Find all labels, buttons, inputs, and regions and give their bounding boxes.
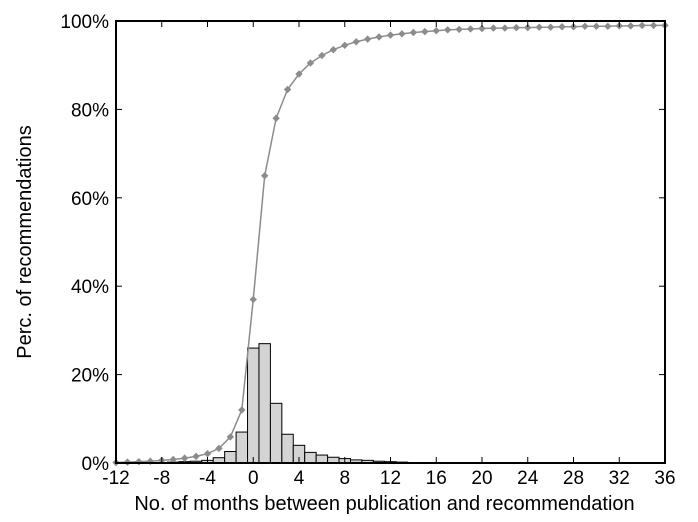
cumulative-point	[318, 51, 326, 60]
histogram-bar	[247, 347, 260, 464]
cumulative-point	[455, 25, 463, 34]
cumulative-point	[524, 23, 532, 32]
histogram-bar	[258, 343, 271, 464]
cumulative-point	[398, 30, 406, 38]
histogram-bar	[315, 454, 329, 464]
cumulative-point	[535, 23, 543, 31]
x-tick-label: 24	[517, 468, 539, 489]
cumulative-point	[238, 406, 246, 414]
cumulative-point	[329, 46, 338, 54]
cumulative-point	[443, 26, 452, 34]
histogram-bar	[224, 451, 237, 464]
histogram-bar	[269, 402, 283, 464]
cumulative-point	[192, 452, 200, 461]
cumulative-point	[352, 38, 360, 46]
x-tick-label: -12	[102, 468, 129, 489]
x-tick-label: 28	[563, 468, 584, 489]
x-axis-label: No. of months between publication and re…	[134, 493, 634, 515]
cumulative-point	[432, 27, 440, 35]
cumulative-point	[386, 31, 395, 39]
cumulative-point	[215, 444, 223, 453]
cumulative-point	[501, 24, 509, 32]
x-tick-label: -4	[199, 468, 216, 489]
cumulative-point	[581, 22, 589, 31]
cumulative-point	[421, 27, 429, 36]
histogram-bars	[121, 343, 420, 464]
cumulative-point	[306, 59, 315, 67]
cumulative-point	[169, 455, 177, 464]
histogram-bar	[304, 451, 317, 464]
x-tick-label: 32	[609, 468, 630, 489]
cumulative-point	[512, 23, 521, 32]
cumulative-point	[478, 24, 486, 33]
cumulative-point	[638, 21, 646, 30]
cumulative-point	[592, 22, 601, 31]
plot-frame	[115, 20, 666, 464]
y-tick-label: 60%	[71, 189, 109, 210]
cumulative-point	[546, 23, 555, 31]
cumulative-point	[249, 295, 257, 304]
y-tick-label: 20%	[71, 366, 109, 387]
cumulative-point	[649, 21, 658, 30]
cumulative-point	[341, 41, 349, 50]
y-tick-label: 80%	[71, 100, 109, 121]
cumulative-series	[112, 21, 669, 467]
cumulative-point	[272, 114, 280, 122]
cumulative-point	[375, 33, 383, 41]
x-tick-label: 4	[294, 468, 305, 489]
cumulative-point	[260, 171, 269, 180]
x-tick-label: 16	[426, 468, 447, 489]
y-tick-label: 0%	[82, 454, 110, 475]
histogram-bar	[235, 431, 249, 464]
x-tick-label: 12	[380, 468, 401, 489]
y-tick-label: 100%	[60, 12, 109, 33]
x-tick-label: 20	[471, 468, 492, 489]
cumulative-point	[363, 35, 372, 43]
axes: -12 -8 -4 0 4 8 12 16 20 24 28 32 36 0% 20% 40% 60% 80% 10…	[60, 12, 675, 489]
cumulative-point	[203, 450, 212, 458]
x-tick-label: 8	[339, 468, 350, 489]
x-tick-label: 0	[248, 468, 259, 489]
cumulative-point	[466, 25, 475, 33]
cumulative-point	[295, 70, 303, 78]
cumulative-line	[115, 24, 665, 464]
y-axis-label: Perc. of recommendations	[14, 125, 36, 358]
cumulative-point	[409, 28, 418, 37]
cumulative-point	[558, 23, 566, 31]
cumulative-point	[283, 85, 292, 94]
cumulative-point	[604, 22, 612, 31]
cumulative-point	[180, 454, 189, 462]
cumulative-point	[626, 22, 635, 30]
x-tick-label: 36	[654, 468, 675, 489]
x-tick-label: -8	[153, 468, 170, 489]
cumulative-point	[226, 433, 235, 441]
y-tick-label: 40%	[71, 277, 109, 298]
cumulative-point	[489, 24, 498, 32]
histogram-bar	[281, 433, 294, 464]
